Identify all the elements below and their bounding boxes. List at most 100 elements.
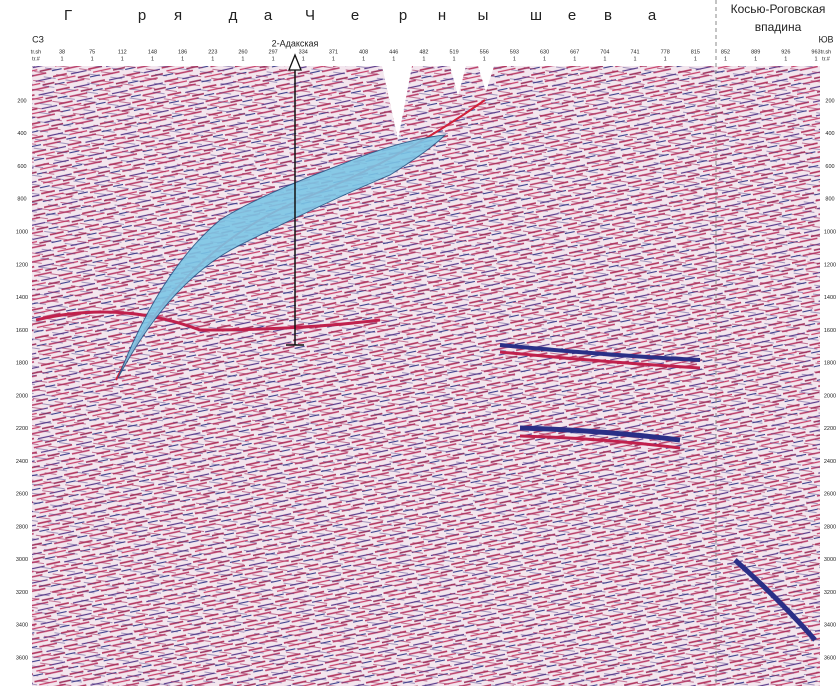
depth-label: 1200 <box>824 262 836 268</box>
title-letter: ы <box>478 7 489 24</box>
trace-sub: 1 <box>664 56 667 62</box>
trace-label: 778 <box>661 49 670 55</box>
trace-label: 852 <box>721 49 730 55</box>
depth-label: 1200 <box>16 262 28 268</box>
right-label: ЮВ <box>818 34 833 44</box>
trace-label: 446 <box>389 49 398 55</box>
trace-label: 667 <box>570 49 579 55</box>
trace-label: 741 <box>630 49 639 55</box>
trace-label: 75 <box>89 49 95 55</box>
trace-sub: 1 <box>543 56 546 62</box>
depth-label: 2800 <box>824 524 836 530</box>
title-letter: Г <box>64 7 72 24</box>
depth-label: 400 <box>825 131 834 137</box>
trace-sub: 1 <box>784 56 787 62</box>
depth-label: 2400 <box>824 459 836 465</box>
trace-header: tr.# <box>822 56 831 62</box>
depth-label: 3200 <box>16 590 28 596</box>
trace-label: 186 <box>178 49 187 55</box>
depth-label: 2000 <box>824 393 836 399</box>
title-letter: н <box>438 7 446 24</box>
trace-label: 334 <box>299 49 308 55</box>
depth-label: 3600 <box>16 655 28 661</box>
depth-label: 1600 <box>16 328 28 334</box>
title-letter: я <box>174 7 182 24</box>
trace-label: 519 <box>449 49 458 55</box>
depth-label: 1400 <box>824 295 836 301</box>
trace-sub: 1 <box>453 56 456 62</box>
title-letter: р <box>399 7 407 24</box>
depth-label: 1600 <box>824 328 836 334</box>
trace-label: 482 <box>419 49 428 55</box>
trace-header: tr.sh <box>31 49 41 55</box>
depth-label: 3000 <box>16 557 28 563</box>
depth-label: 2600 <box>824 492 836 498</box>
title-letter: р <box>138 7 146 24</box>
trace-label: 556 <box>480 49 489 55</box>
depth-label: 3200 <box>824 590 836 596</box>
title-letter: а <box>648 7 657 24</box>
trace-sub: 1 <box>121 56 124 62</box>
trace-sub: 1 <box>483 56 486 62</box>
trace-sub: 1 <box>302 56 305 62</box>
trace-sub: 1 <box>634 56 637 62</box>
trace-label: 630 <box>540 49 549 55</box>
trace-sub: 1 <box>392 56 395 62</box>
depth-label: 2000 <box>16 393 28 399</box>
depth-label: 800 <box>825 197 834 203</box>
title-letter: ш <box>530 7 542 24</box>
depth-label: 3600 <box>824 655 836 661</box>
title-letter: е <box>568 7 576 24</box>
trace-label: 297 <box>269 49 278 55</box>
depth-label: 600 <box>17 164 26 170</box>
trace-sub: 1 <box>272 56 275 62</box>
depth-label: 1800 <box>824 361 836 367</box>
depth-label: 2200 <box>824 426 836 432</box>
trace-label: 260 <box>238 49 247 55</box>
title-letter: в <box>604 7 612 24</box>
trace-sub: 1 <box>362 56 365 62</box>
trace-sub: 1 <box>241 56 244 62</box>
region-label: Косью-Роговская <box>731 2 826 16</box>
trace-label: 889 <box>751 49 760 55</box>
trace-sub: 1 <box>814 56 817 62</box>
title-letter: а <box>264 7 273 24</box>
depth-label: 3400 <box>16 623 28 629</box>
depth-label: 1400 <box>16 295 28 301</box>
trace-sub: 1 <box>181 56 184 62</box>
title-letter: Ч <box>305 7 315 24</box>
depth-label: 1000 <box>16 230 28 236</box>
depth-label: 1000 <box>824 230 836 236</box>
trace-sub: 1 <box>422 56 425 62</box>
trace-header: tr.# <box>32 56 41 62</box>
trace-sub: 1 <box>513 56 516 62</box>
depth-label: 200 <box>17 98 26 104</box>
trace-sub: 1 <box>91 56 94 62</box>
trace-sub: 1 <box>754 56 757 62</box>
depth-label: 2200 <box>16 426 28 432</box>
trace-sub: 1 <box>332 56 335 62</box>
trace-label: 223 <box>208 49 217 55</box>
trace-label: 38 <box>59 49 65 55</box>
trace-sub: 1 <box>573 56 576 62</box>
trace-sub: 1 <box>724 56 727 62</box>
depth-label: 1800 <box>16 361 28 367</box>
depth-label: 800 <box>17 197 26 203</box>
well-label: 2-Адакская <box>272 38 319 48</box>
trace-label: 704 <box>600 49 609 55</box>
trace-sub: 1 <box>603 56 606 62</box>
trace-label: 963 <box>811 49 820 55</box>
trace-label: 815 <box>691 49 700 55</box>
region-label: впадина <box>755 20 802 34</box>
depth-label: 2800 <box>16 524 28 530</box>
title-letter: е <box>351 7 359 24</box>
depth-label: 200 <box>825 98 834 104</box>
title-letter: д <box>229 7 238 24</box>
trace-label: 593 <box>510 49 519 55</box>
trace-header: tr.sh <box>821 49 831 55</box>
depth-label: 400 <box>17 131 26 137</box>
depth-label: 2400 <box>16 459 28 465</box>
depth-label: 3400 <box>824 623 836 629</box>
